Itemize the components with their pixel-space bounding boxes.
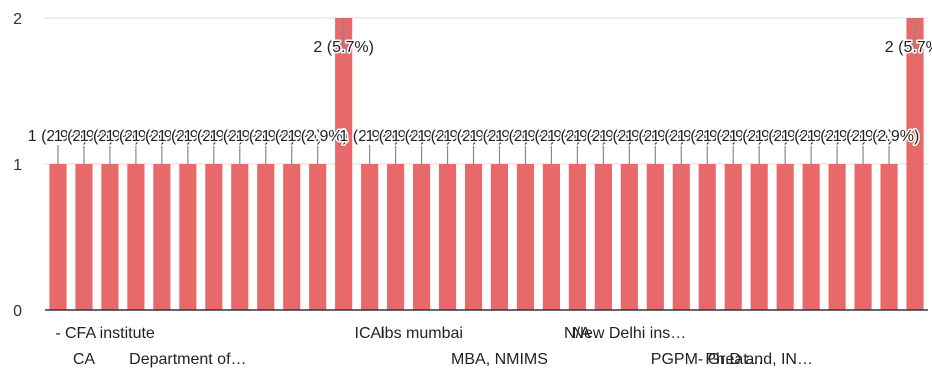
bar bbox=[283, 164, 301, 310]
data-label: 1 (2.9%) bbox=[625, 128, 685, 145]
bar bbox=[127, 164, 145, 310]
bar bbox=[205, 164, 223, 310]
bar bbox=[75, 164, 93, 310]
data-label: 1 (2.9%) bbox=[287, 128, 347, 145]
bar bbox=[568, 164, 586, 310]
data-label: 1 (2.9%) bbox=[469, 128, 529, 145]
bar bbox=[750, 164, 768, 310]
data-labels: 1 (2.9%)1 (2.9%)1 (2.9%)1 (2.9%)1 (2.9%)… bbox=[26, 38, 932, 147]
data-label: 1 (2.9%) bbox=[521, 128, 581, 145]
bar bbox=[361, 164, 379, 310]
bars bbox=[49, 18, 924, 310]
bar bbox=[828, 164, 846, 310]
x-category-label: Ibs mumbai bbox=[380, 325, 463, 342]
data-label: 1 (2.9%) bbox=[781, 128, 841, 145]
data-label: 1 (2.9%) bbox=[729, 128, 789, 145]
bar bbox=[776, 164, 794, 310]
data-label: 1 (2.9%) bbox=[755, 128, 815, 145]
bar bbox=[542, 164, 560, 310]
y-axis-ticks: 0 1 2 bbox=[13, 11, 22, 320]
data-label: 1 (2.9%) bbox=[261, 128, 321, 145]
y-tick-label: 2 bbox=[13, 11, 22, 28]
bar bbox=[257, 164, 275, 310]
data-label: 1 (2.9%) bbox=[443, 128, 503, 145]
data-label: 1 (2.9%) bbox=[365, 128, 425, 145]
bar bbox=[438, 164, 457, 310]
data-label: 1 (2.9%) bbox=[859, 128, 919, 145]
bar bbox=[802, 164, 820, 310]
x-category-label: Ph.D and, IN… bbox=[705, 351, 813, 368]
bar bbox=[387, 164, 405, 310]
bar bbox=[413, 164, 431, 310]
bar bbox=[698, 164, 716, 310]
x-category-label: New Delhi ins… bbox=[572, 325, 686, 342]
data-label: 2 (5.7%) bbox=[313, 39, 373, 56]
data-label: 1 (2.9%) bbox=[599, 128, 659, 145]
data-label: 1 (2.9%) bbox=[391, 128, 451, 145]
data-label: 1 (2.9%) bbox=[106, 128, 166, 145]
x-category-label: Department of… bbox=[129, 351, 246, 368]
data-label: 1 (2.9%) bbox=[547, 128, 607, 145]
data-label: 1 (2.9%) bbox=[236, 128, 296, 145]
x-category-label: N/A bbox=[564, 325, 591, 342]
data-label: 1 (2.9%) bbox=[573, 128, 633, 145]
bar bbox=[906, 18, 924, 310]
data-label: 1 (2.9%) bbox=[54, 128, 114, 145]
data-label: 1 (2.9%) bbox=[417, 128, 477, 145]
y-tick-label: 0 bbox=[13, 303, 22, 320]
label-leader-lines bbox=[57, 18, 916, 164]
data-label: 1 (2.9%) bbox=[80, 128, 140, 145]
data-label: 1 (2.9%) bbox=[651, 128, 711, 145]
data-label: 1 (2.9%) bbox=[210, 128, 270, 145]
bar bbox=[464, 164, 483, 310]
x-category-label: - bbox=[55, 325, 60, 342]
data-label: 1 (2.9%) bbox=[833, 128, 893, 145]
bar bbox=[854, 164, 872, 310]
bar bbox=[490, 164, 509, 310]
bar bbox=[179, 164, 197, 310]
data-label: 1 (2.9%) bbox=[132, 128, 192, 145]
bar bbox=[724, 164, 742, 310]
x-category-label: CA bbox=[73, 351, 96, 368]
bar bbox=[880, 164, 898, 310]
bar bbox=[101, 164, 119, 310]
bar bbox=[646, 164, 664, 310]
x-category-label: CFA institute bbox=[65, 325, 155, 342]
bar bbox=[620, 164, 638, 310]
data-label: 1 (2.9%) bbox=[807, 128, 867, 145]
y-tick-label: 1 bbox=[13, 157, 22, 174]
bar bbox=[49, 164, 67, 310]
bar bbox=[335, 18, 353, 310]
bar bbox=[672, 164, 690, 310]
data-label: 1 (2.9%) bbox=[28, 128, 88, 145]
data-label: 1 (2.9%) bbox=[158, 128, 218, 145]
bar bbox=[516, 164, 535, 310]
x-category-label: ICAi bbox=[355, 325, 385, 342]
data-label: 1 (2.9%) bbox=[677, 128, 737, 145]
x-category-label: MBA, NMIMS bbox=[451, 351, 548, 368]
x-category-label: PGPM- Great… bbox=[651, 351, 764, 368]
bar bbox=[153, 164, 171, 310]
data-label: 1 (2.9%) bbox=[703, 128, 763, 145]
bar bbox=[231, 164, 249, 310]
bar bbox=[309, 164, 327, 310]
data-label: 1 (2.9%) bbox=[339, 128, 399, 145]
data-label: 2 (5.7%) bbox=[885, 39, 932, 56]
data-label: 1 (2.9%) bbox=[184, 128, 244, 145]
bar bbox=[594, 164, 612, 310]
data-label: 1 (2.9%) bbox=[495, 128, 555, 145]
